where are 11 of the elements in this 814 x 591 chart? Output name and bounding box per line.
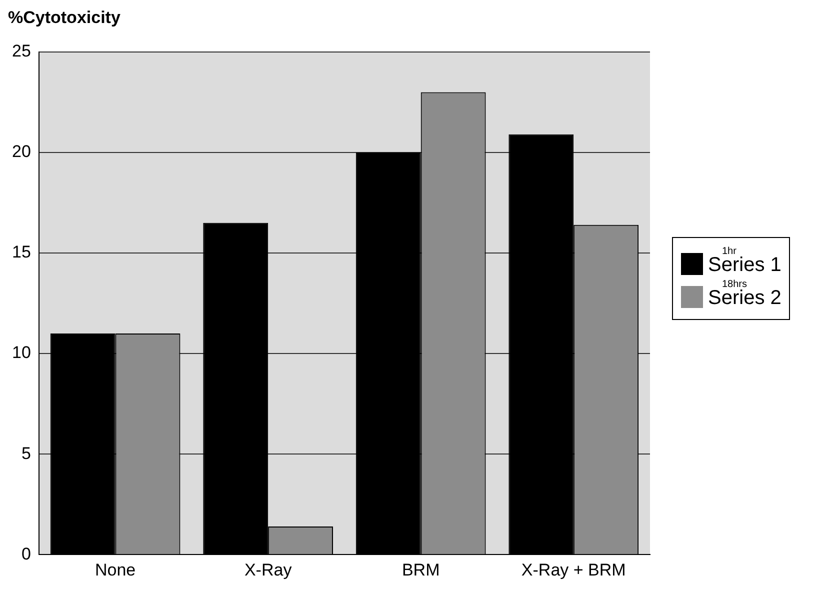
y-tick-label: 5 <box>21 444 31 463</box>
y-tick-label: 15 <box>12 242 31 262</box>
y-tick-label: 20 <box>12 142 31 162</box>
y-tick-label: 0 <box>21 544 31 564</box>
x-tick-label: X-Ray <box>244 560 292 580</box>
y-axis-title: %Cytotoxicity <box>8 8 120 28</box>
y-tick-label: 10 <box>12 343 31 362</box>
x-tick-label: BRM <box>402 560 440 580</box>
x-tick-label: X-Ray + BRM <box>521 560 626 580</box>
x-tick-label: None <box>94 560 136 580</box>
y-tick-label: 25 <box>12 42 31 61</box>
